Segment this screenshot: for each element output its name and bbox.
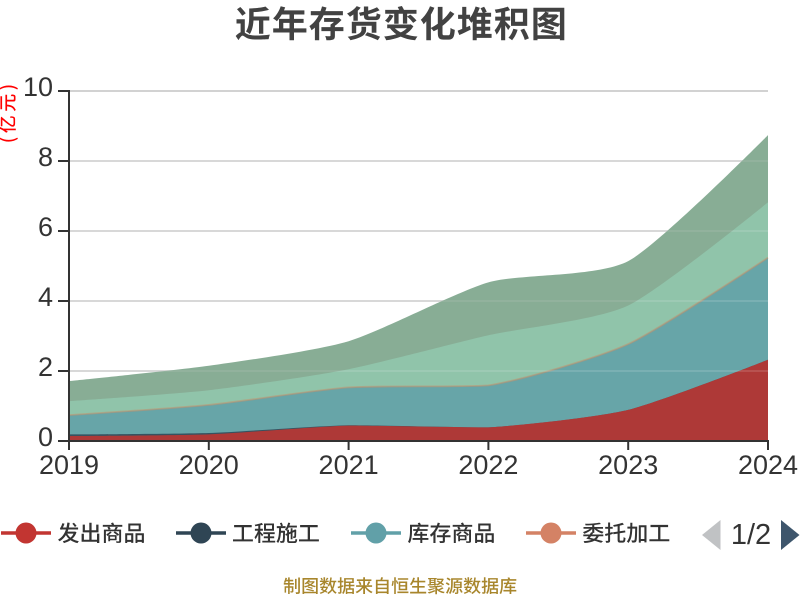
svg-text:1/2: 1/2 — [731, 519, 771, 551]
svg-text:4: 4 — [38, 282, 53, 312]
svg-text:0: 0 — [38, 422, 53, 452]
svg-text:2019: 2019 — [39, 450, 99, 480]
svg-text:2024: 2024 — [738, 450, 798, 480]
svg-text:2022: 2022 — [458, 450, 518, 480]
svg-text:2: 2 — [38, 352, 53, 382]
svg-text:6: 6 — [38, 212, 53, 242]
svg-text:2023: 2023 — [598, 450, 658, 480]
svg-text:2020: 2020 — [179, 450, 239, 480]
svg-text:2021: 2021 — [319, 450, 379, 480]
svg-text:10: 10 — [23, 72, 53, 102]
svg-text:8: 8 — [38, 142, 53, 172]
